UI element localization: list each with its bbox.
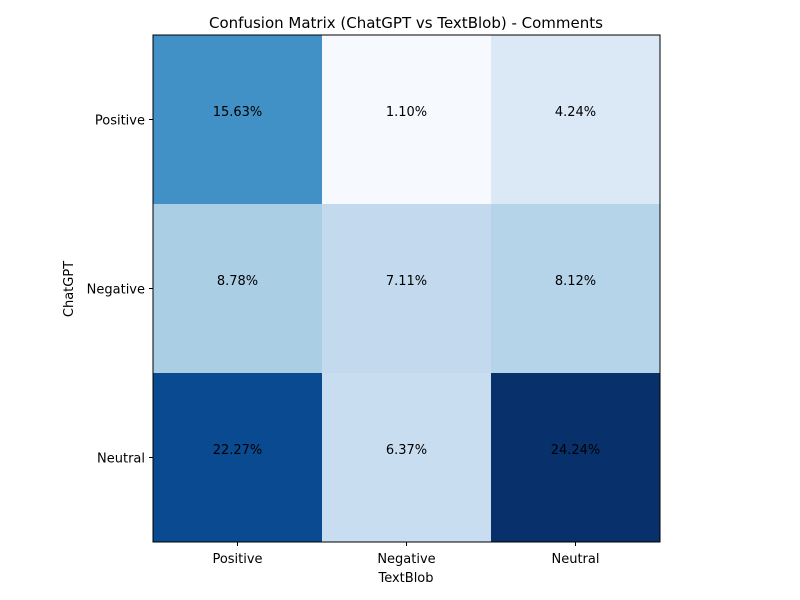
heatmap-cell-1-0 — [153, 204, 323, 374]
cell-value-label-1-0: 8.78% — [217, 274, 258, 289]
cell-value-label-2-1: 6.37% — [386, 443, 427, 458]
y-axis-ticks: Positive Negative Neutral — [87, 114, 153, 467]
x-tick-label-0: Positive — [212, 552, 262, 567]
heatmap-cell-0-1 — [322, 35, 492, 205]
cell-value-label-0-0: 15.63% — [213, 105, 263, 120]
y-tick-label-2: Neutral — [97, 452, 145, 467]
heatmap-cell-2-2 — [491, 373, 661, 543]
heatmap-cell-0-0 — [153, 35, 323, 205]
cell-value-label-0-1: 1.10% — [386, 105, 427, 120]
heatmap-cell-1-1 — [322, 204, 492, 374]
heatmap-cell-0-2 — [491, 35, 661, 205]
heatmap-cell-2-0 — [153, 373, 323, 543]
x-tick-label-1: Negative — [377, 552, 435, 567]
cell-value-label-2-2: 24.24% — [551, 443, 601, 458]
cell-value-label-0-2: 4.24% — [555, 105, 596, 120]
cell-value-label-1-2: 8.12% — [555, 274, 596, 289]
chart-title: Confusion Matrix (ChatGPT vs TextBlob) -… — [209, 14, 603, 32]
x-tick-label-2: Neutral — [552, 552, 600, 567]
heatmap-cell-2-1 — [322, 373, 492, 543]
y-tick-label-0: Positive — [95, 114, 145, 129]
heatmap-cells — [153, 35, 661, 543]
cell-value-label-1-1: 7.11% — [386, 274, 427, 289]
y-axis-label: ChatGPT — [62, 261, 77, 317]
x-axis-label: TextBlob — [377, 571, 433, 586]
x-axis-ticks: Positive Negative Neutral — [212, 542, 599, 567]
y-tick-label-1: Negative — [87, 283, 145, 298]
cell-value-label-2-0: 22.27% — [213, 443, 263, 458]
heatmap-cell-1-2 — [491, 204, 661, 374]
heatmap-cell-labels: 15.63% 1.10% 4.24% 8.78% 7.11% 8.12% 22.27% 6.3… — [213, 105, 601, 458]
